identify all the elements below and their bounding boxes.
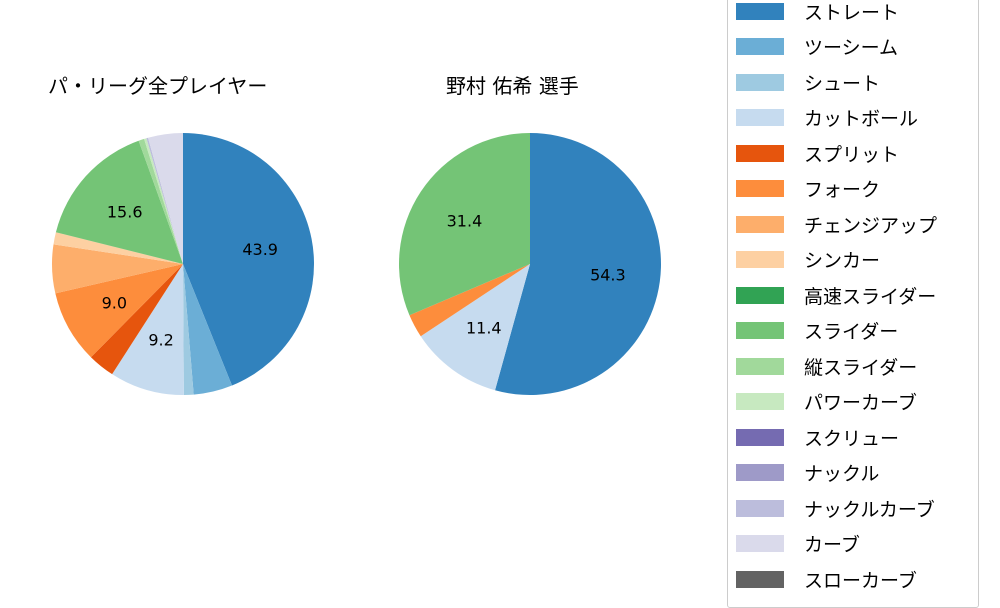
pie-slice — [420, 264, 530, 391]
legend-item: カットボール — [736, 106, 918, 130]
pie-slice — [55, 140, 183, 264]
legend-label: パワーカーブ — [804, 392, 917, 414]
pie-slice — [399, 133, 530, 316]
legend-item: ナックルカーブ — [736, 496, 935, 521]
pie-slice — [148, 133, 183, 264]
legend-label: シンカー — [804, 250, 881, 272]
pie-slice — [495, 133, 661, 395]
legend-label: ナックル — [804, 463, 880, 485]
legend-label: スローカーブ — [804, 569, 917, 592]
legend-swatch — [736, 499, 784, 517]
slice-value-label: 9.0 — [102, 293, 127, 312]
legend-item: ストレート — [736, 0, 900, 24]
legend-item: ツーシーム — [736, 35, 898, 59]
legend-swatch — [736, 286, 784, 304]
pie-slice — [55, 264, 184, 358]
legend-swatch — [736, 357, 784, 375]
legend-swatch — [736, 38, 784, 55]
legend-label: カーブ — [804, 534, 860, 556]
slice-value-label: 11.4 — [466, 319, 502, 338]
legend-swatch — [736, 109, 784, 126]
pie-right: 54.3 11.4 31.4 — [399, 133, 661, 395]
pie-slice — [90, 264, 183, 375]
legend-item: チェンジアップ — [736, 212, 938, 237]
pie-slice — [409, 264, 530, 337]
legend-item: シュート — [736, 70, 881, 95]
pie-slice — [138, 138, 183, 264]
legend-swatch — [736, 215, 784, 233]
legend-item: ナックル — [736, 461, 879, 485]
legend: ストレートツーシームシュートカットボール スプリットフォークチェンジアップ シンカー… — [727, 0, 979, 608]
slice-value-label: 54.3 — [590, 266, 626, 285]
pie-slice — [112, 264, 184, 395]
legend-item: スライダー — [736, 319, 898, 343]
legend-item: パワーカーブ — [736, 390, 917, 414]
legend-label: チェンジアップ — [804, 214, 938, 237]
legend-item: フォーク — [736, 177, 880, 201]
slice-value-label: 43.9 — [242, 240, 278, 259]
legend-item: 高速スライダー — [736, 283, 937, 308]
pie-slice — [183, 133, 315, 386]
slice-value-label: 9.2 — [148, 330, 173, 349]
pie-charts: 43.9 9.2 9.0 15.6 54.3 11.4 31.4 — [51, 133, 661, 395]
legend-label: 高速スライダー — [804, 285, 937, 308]
slice-value-label: 15.6 — [107, 202, 143, 221]
legend-label: ナックルカーブ — [804, 498, 935, 521]
legend-swatch — [736, 393, 784, 410]
legend-swatch — [736, 251, 784, 268]
legend-swatch — [736, 322, 784, 339]
pie-slice — [51, 244, 183, 294]
legend-item: 縦スライダー — [736, 354, 918, 379]
legend-item: シンカー — [736, 248, 880, 272]
legend-label: スクリュー — [804, 427, 900, 450]
legend-swatch — [736, 2, 784, 20]
pie-slice — [183, 264, 194, 395]
legend-label: スプリット — [804, 143, 900, 166]
legend-label: カットボール — [804, 108, 919, 130]
legend-item: スプリット — [736, 141, 900, 166]
legend-label: スライダー — [804, 321, 899, 343]
legend-swatch — [736, 570, 784, 588]
legend-label: 縦スライダー — [804, 356, 918, 379]
slice-value-label: 31.4 — [447, 212, 483, 231]
legend-label: フォーク — [804, 179, 881, 201]
pie-slice — [144, 138, 183, 264]
legend-label: ストレート — [804, 1, 900, 24]
pie-slice — [146, 137, 183, 264]
pie-left: 43.9 9.2 9.0 15.6 — [51, 133, 315, 395]
left-chart-title: パ・リーグ全プレイヤー — [48, 74, 268, 98]
legend-swatch — [736, 73, 784, 91]
legend-swatch — [736, 535, 784, 552]
pie-slice — [183, 264, 232, 395]
legend-swatch — [736, 144, 784, 162]
legend-item: スローカーブ — [736, 567, 917, 592]
legend-swatch — [736, 428, 784, 446]
legend-label: ツーシーム — [804, 37, 899, 59]
legend-label: シュート — [804, 72, 881, 95]
legend-item: スクリュー — [736, 425, 900, 450]
legend-swatch — [736, 180, 784, 197]
legend-item: カーブ — [736, 532, 860, 556]
legend-swatch — [736, 464, 784, 481]
pie-slice — [53, 232, 184, 264]
right-chart-title: 野村 佑希 選手 — [446, 74, 579, 98]
